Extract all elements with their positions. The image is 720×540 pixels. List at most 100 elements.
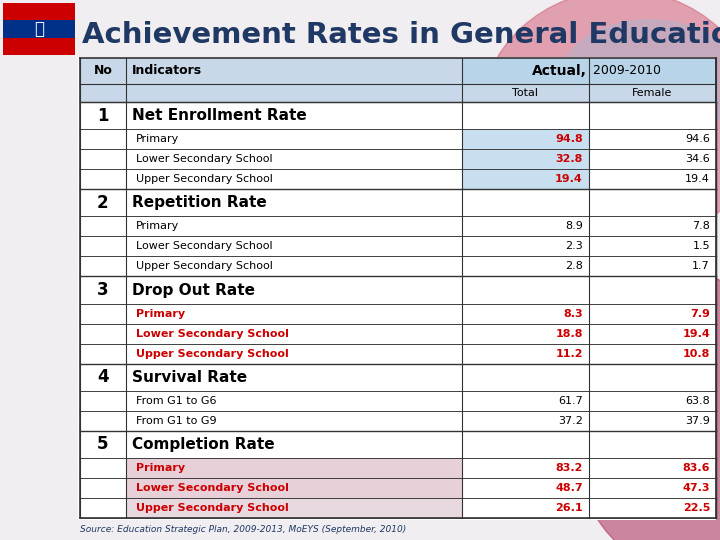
Bar bbox=[462, 478, 589, 498]
Bar bbox=[80, 237, 126, 256]
Text: 1.7: 1.7 bbox=[692, 261, 710, 272]
Bar bbox=[462, 391, 589, 411]
Bar bbox=[462, 58, 716, 84]
Text: Achievement Rates in General Education: Achievement Rates in General Education bbox=[82, 21, 720, 49]
Bar bbox=[589, 391, 716, 411]
Text: 8.3: 8.3 bbox=[563, 309, 582, 319]
Bar bbox=[462, 217, 589, 237]
Bar bbox=[3, 3, 75, 21]
Bar bbox=[462, 303, 589, 323]
Bar bbox=[80, 276, 126, 303]
Bar bbox=[589, 169, 716, 189]
Bar bbox=[80, 58, 716, 102]
Bar bbox=[462, 256, 589, 276]
Bar bbox=[462, 237, 589, 256]
Bar bbox=[589, 189, 716, 217]
Text: 2.3: 2.3 bbox=[565, 241, 582, 252]
Bar bbox=[589, 411, 716, 431]
Text: Net Enrollment Rate: Net Enrollment Rate bbox=[132, 108, 307, 123]
Text: Source: Education Strategic Plan, 2009-2013, MoEYS (September, 2010): Source: Education Strategic Plan, 2009-2… bbox=[80, 525, 406, 535]
Bar bbox=[126, 256, 462, 276]
Text: Primary: Primary bbox=[136, 309, 185, 319]
Bar bbox=[589, 363, 716, 391]
Text: 94.6: 94.6 bbox=[685, 134, 710, 144]
Text: 83.6: 83.6 bbox=[683, 463, 710, 473]
Bar bbox=[3, 3, 75, 55]
Text: 10.8: 10.8 bbox=[683, 349, 710, 359]
Text: Completion Rate: Completion Rate bbox=[132, 437, 274, 452]
Text: Female: Female bbox=[632, 88, 672, 98]
Text: 8.9: 8.9 bbox=[565, 221, 582, 232]
Text: Primary: Primary bbox=[136, 221, 179, 232]
Bar bbox=[589, 276, 716, 303]
Ellipse shape bbox=[560, 20, 720, 140]
Bar bbox=[462, 149, 589, 169]
Bar bbox=[462, 169, 589, 189]
Bar bbox=[462, 363, 589, 391]
Bar bbox=[80, 391, 126, 411]
Bar bbox=[126, 391, 462, 411]
Bar bbox=[78, 57, 716, 520]
Text: 🏛: 🏛 bbox=[34, 20, 44, 38]
Text: 7.9: 7.9 bbox=[690, 309, 710, 319]
Bar bbox=[462, 458, 589, 478]
Text: 3: 3 bbox=[97, 281, 109, 299]
Text: 94.8: 94.8 bbox=[555, 134, 582, 144]
Bar bbox=[80, 363, 126, 391]
Bar bbox=[3, 38, 75, 55]
Bar bbox=[589, 217, 716, 237]
Bar bbox=[589, 478, 716, 498]
Text: 4: 4 bbox=[97, 368, 109, 386]
Text: 37.9: 37.9 bbox=[685, 416, 710, 426]
Bar bbox=[80, 343, 126, 363]
Text: 5: 5 bbox=[97, 435, 109, 454]
Bar bbox=[80, 256, 126, 276]
Text: No: No bbox=[94, 64, 112, 78]
Text: 1.5: 1.5 bbox=[693, 241, 710, 252]
Text: Upper Secondary School: Upper Secondary School bbox=[136, 503, 289, 513]
Bar bbox=[126, 458, 462, 478]
Text: Upper Secondary School: Upper Secondary School bbox=[136, 261, 273, 272]
Bar bbox=[80, 458, 126, 478]
Bar bbox=[462, 498, 589, 518]
Ellipse shape bbox=[570, 270, 720, 540]
Bar bbox=[589, 149, 716, 169]
Text: 48.7: 48.7 bbox=[555, 483, 582, 493]
Bar bbox=[80, 129, 126, 149]
Text: 34.6: 34.6 bbox=[685, 154, 710, 164]
Text: From G1 to G6: From G1 to G6 bbox=[136, 396, 216, 406]
Text: From G1 to G9: From G1 to G9 bbox=[136, 416, 217, 426]
Text: 19.4: 19.4 bbox=[685, 174, 710, 184]
Text: 19.4: 19.4 bbox=[555, 174, 582, 184]
Bar bbox=[462, 411, 589, 431]
Text: 18.8: 18.8 bbox=[555, 329, 582, 339]
Text: Actual,: Actual, bbox=[532, 64, 587, 78]
Text: Drop Out Rate: Drop Out Rate bbox=[132, 282, 255, 298]
Bar bbox=[126, 217, 462, 237]
Text: 61.7: 61.7 bbox=[558, 396, 582, 406]
Text: Total: Total bbox=[512, 88, 539, 98]
Bar bbox=[126, 498, 462, 518]
Bar bbox=[126, 169, 462, 189]
Text: Upper Secondary School: Upper Secondary School bbox=[136, 174, 273, 184]
Text: Lower Secondary School: Lower Secondary School bbox=[136, 241, 272, 252]
Bar bbox=[126, 431, 462, 458]
Text: 83.2: 83.2 bbox=[555, 463, 582, 473]
Bar bbox=[80, 303, 126, 323]
Bar bbox=[589, 129, 716, 149]
Ellipse shape bbox=[480, 180, 680, 380]
Bar bbox=[589, 102, 716, 129]
Text: Lower Secondary School: Lower Secondary School bbox=[136, 483, 289, 493]
Bar bbox=[126, 149, 462, 169]
Bar bbox=[126, 323, 462, 343]
Bar bbox=[589, 323, 716, 343]
Bar bbox=[589, 458, 716, 478]
Text: Repetition Rate: Repetition Rate bbox=[132, 195, 266, 210]
Bar bbox=[589, 303, 716, 323]
Bar bbox=[462, 276, 589, 303]
Ellipse shape bbox=[480, 0, 720, 250]
Bar bbox=[462, 84, 716, 102]
Bar bbox=[126, 303, 462, 323]
Bar bbox=[462, 323, 589, 343]
Bar bbox=[80, 169, 126, 189]
